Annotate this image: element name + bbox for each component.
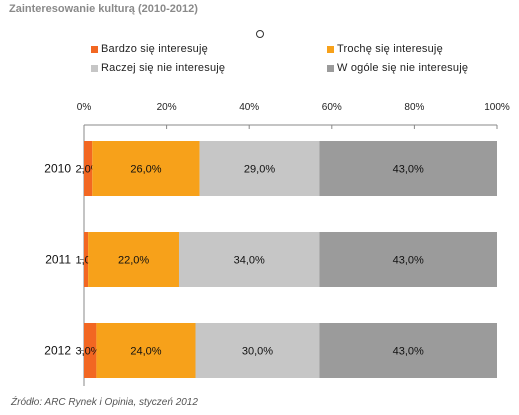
legend-swatch-2 bbox=[91, 65, 98, 72]
source-note: Źródło: ARC Rynek i Opinia, styczeń 2012 bbox=[11, 397, 198, 408]
data-label-2010-series-1: 26,0% bbox=[130, 164, 161, 176]
bar-2011-series-3 bbox=[319, 232, 497, 287]
bar-2010-series-1 bbox=[92, 141, 200, 196]
bar-2010-series-2 bbox=[199, 141, 320, 196]
x-tick-label-0: 0% bbox=[77, 102, 92, 113]
data-label-2010-series-3: 43,0% bbox=[393, 164, 424, 176]
legend-swatch-0 bbox=[91, 46, 98, 53]
data-label-2011-series-2: 34,0% bbox=[234, 255, 265, 267]
x-tick-label-2: 40% bbox=[239, 102, 259, 113]
data-label-2012-series-2: 30,0% bbox=[242, 346, 273, 358]
data-label-2011-series-3: 43,0% bbox=[393, 255, 424, 267]
data-label-2012-series-0: 3,0% bbox=[75, 346, 100, 358]
legend-label-1: Trochę się interesuję bbox=[337, 43, 443, 55]
legend-swatch-3 bbox=[327, 65, 334, 72]
category-label-2011: 2011 bbox=[45, 253, 71, 267]
chart-title: Zainteresowanie kulturą (2010-2012) bbox=[9, 3, 198, 15]
data-label-2012-series-3: 43,0% bbox=[393, 346, 424, 358]
data-label-2012-series-1: 24,0% bbox=[130, 346, 161, 358]
bar-2010-series-0 bbox=[84, 141, 93, 196]
category-label-2010: 2010 bbox=[44, 162, 71, 176]
legend-label-3: W ogóle się nie interesuję bbox=[337, 62, 469, 74]
legend-label-2: Raczej się nie interesuję bbox=[101, 62, 226, 74]
circle-marker-icon bbox=[256, 30, 264, 38]
x-tick-label-1: 20% bbox=[157, 102, 177, 113]
x-tick-label-3: 60% bbox=[322, 102, 342, 113]
bar-2010-series-3 bbox=[319, 141, 497, 196]
bar-2012-series-1 bbox=[96, 323, 196, 378]
category-label-2012: 2012 bbox=[44, 344, 71, 358]
bar-2011-series-2 bbox=[178, 232, 320, 287]
x-tick-label-4: 80% bbox=[404, 102, 424, 113]
data-label-2010-series-2: 29,0% bbox=[244, 164, 275, 176]
legend-label-0: Bardzo się interesuję bbox=[101, 43, 208, 55]
bar-2012-series-2 bbox=[195, 323, 320, 378]
bar-2011-series-1 bbox=[88, 232, 179, 287]
bar-2012-series-0 bbox=[84, 323, 97, 378]
bar-2012-series-3 bbox=[319, 323, 497, 378]
data-label-2011-series-1: 22,0% bbox=[118, 255, 149, 267]
legend-swatch-1 bbox=[327, 46, 334, 53]
bar-2011-series-0 bbox=[84, 232, 89, 287]
x-tick-label-5: 100% bbox=[484, 102, 510, 113]
